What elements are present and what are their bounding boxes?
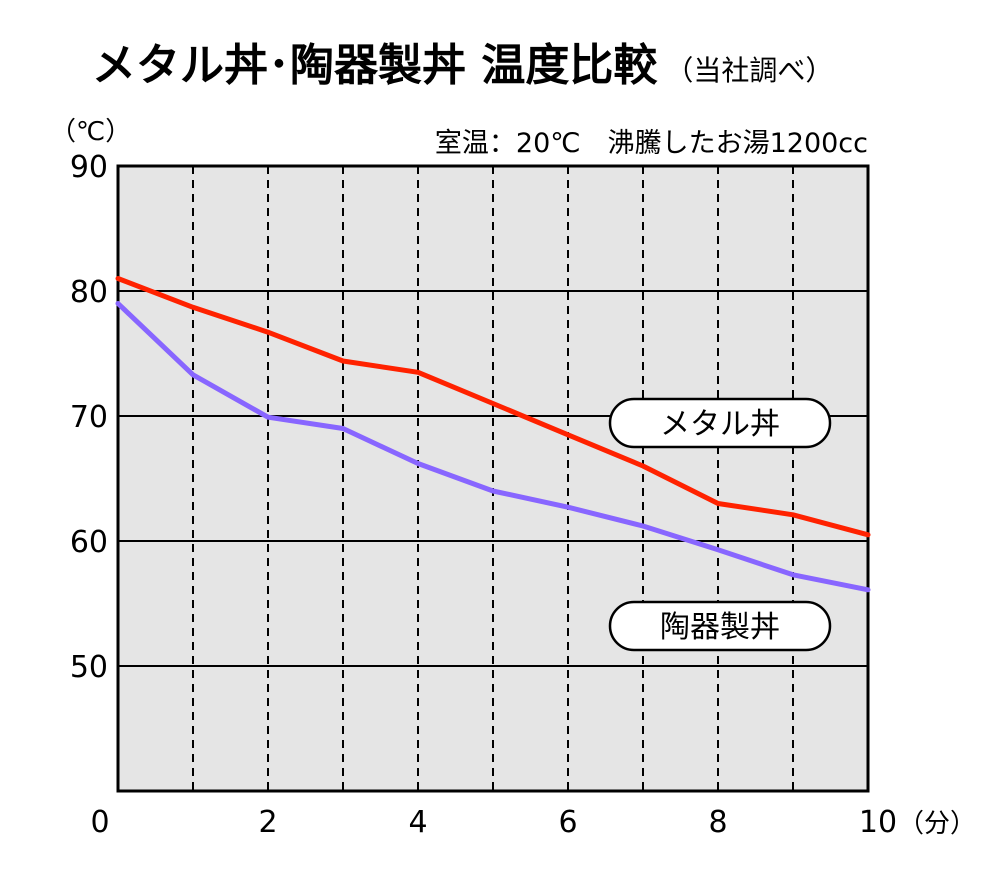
chart-subtitle: （当社調べ） <box>665 54 833 87</box>
y-tick-50: 50 <box>70 650 108 685</box>
y-tick-90: 90 <box>70 150 108 185</box>
chart-title: メタル丼･陶器製丼 温度比較 （当社調べ） <box>92 40 833 91</box>
x-axis-unit-label: （分） <box>898 809 976 839</box>
x-tick-6: 6 <box>558 805 577 840</box>
conditions-note: 室温：20℃ 沸騰したお湯1200cc <box>435 128 868 159</box>
y-axis-unit-label: （℃） <box>50 117 131 147</box>
y-tick-60: 60 <box>70 525 108 560</box>
series-line-0 <box>115 276 871 538</box>
x-tick-10: 10 <box>859 805 897 840</box>
y-tick-labels: 50 60 70 80 90 <box>70 150 108 685</box>
x-tick-4: 4 <box>408 805 427 840</box>
series-label-ceramic-text: 陶器製丼 <box>660 610 780 645</box>
x-tick-2: 2 <box>258 805 277 840</box>
series-label-metal-text: メタル丼 <box>660 407 780 442</box>
x-tick-labels: 0 2 4 6 8 10 <box>90 805 897 840</box>
x-tick-8: 8 <box>708 805 727 840</box>
series-label-metal: メタル丼 <box>608 397 832 449</box>
y-tick-70: 70 <box>70 400 108 435</box>
vertical-gridlines <box>192 166 794 791</box>
x-tick-0: 0 <box>90 805 109 840</box>
y-tick-80: 80 <box>70 275 108 310</box>
series-lines <box>115 276 871 593</box>
series-label-ceramic: 陶器製丼 <box>608 600 832 652</box>
series-line-1 <box>115 301 871 593</box>
horizontal-gridlines <box>118 290 868 667</box>
